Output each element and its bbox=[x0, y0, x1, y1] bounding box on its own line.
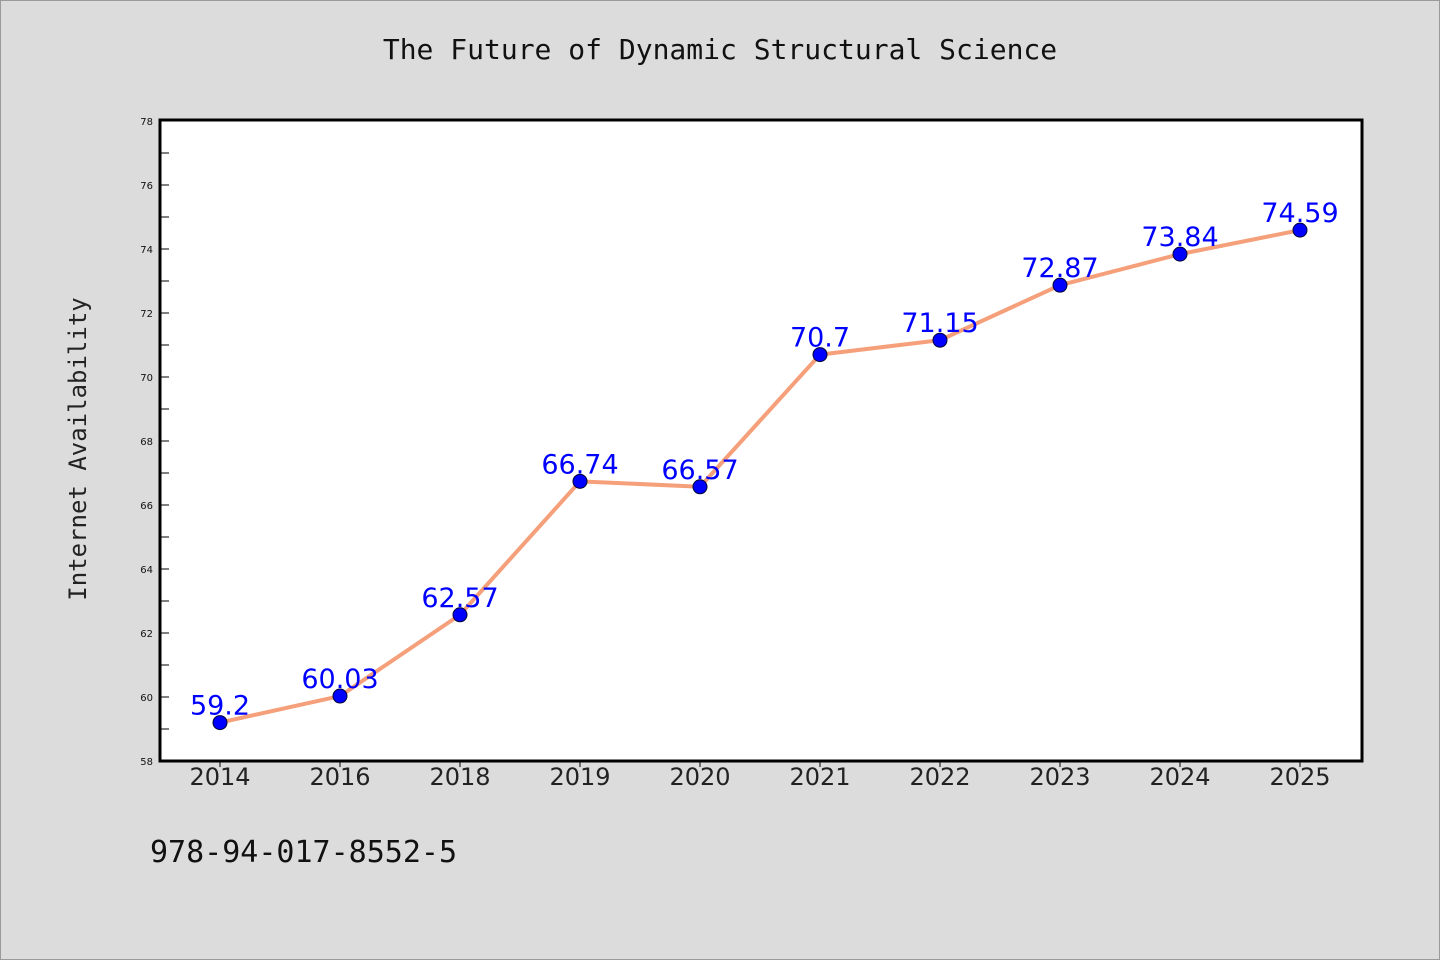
y-tick-label: 72 bbox=[140, 309, 153, 320]
data-point-marker bbox=[1052, 277, 1068, 293]
data-label: 60.03 bbox=[301, 664, 378, 695]
footer-isbn-text: 978-94-017-8552-5 bbox=[150, 835, 458, 870]
data-point-marker bbox=[452, 607, 468, 623]
x-tick-label: 2014 bbox=[189, 763, 250, 791]
x-tick-label: 2019 bbox=[549, 763, 610, 791]
y-tick-label: 78 bbox=[140, 117, 153, 128]
x-tick-label: 2022 bbox=[909, 763, 970, 791]
x-axis: 2014 2016 2018 2019 2020 2021 2022 2023 2024 2025 bbox=[189, 761, 1331, 791]
data-label: 71.15 bbox=[901, 308, 978, 339]
x-tick-label: 2025 bbox=[1269, 763, 1330, 791]
data-point-marker bbox=[332, 688, 348, 704]
x-tick-label: 2016 bbox=[309, 763, 370, 791]
y-tick-label: 66 bbox=[140, 501, 153, 512]
y-tick-label: 62 bbox=[140, 629, 153, 640]
data-label: 70.7 bbox=[790, 323, 850, 354]
x-tick-label: 2024 bbox=[1149, 763, 1210, 791]
data-label-layer: 59.2 60.03 62.57 66.74 66.57 70.7 71.15 72.87 73… bbox=[190, 198, 1339, 721]
y-tick-label: 64 bbox=[140, 565, 153, 576]
y-tick-label: 70 bbox=[140, 373, 153, 384]
data-point-marker bbox=[932, 332, 948, 348]
y-tick-label: 74 bbox=[140, 245, 153, 256]
data-point-marker bbox=[1292, 222, 1308, 238]
y-tick-label: 58 bbox=[140, 757, 153, 768]
data-point-marker bbox=[212, 715, 228, 731]
y-tick-label: 68 bbox=[140, 437, 153, 448]
data-point-marker bbox=[572, 473, 588, 489]
chart-title: The Future of Dynamic Structural Science bbox=[382, 33, 1058, 66]
data-point-marker bbox=[692, 479, 708, 495]
data-label: 72.87 bbox=[1021, 253, 1098, 284]
x-tick-label: 2021 bbox=[789, 763, 850, 791]
data-label: 73.84 bbox=[1141, 222, 1218, 253]
series-layer bbox=[212, 222, 1308, 731]
data-label: 59.2 bbox=[190, 691, 250, 722]
x-tick-label: 2023 bbox=[1029, 763, 1090, 791]
x-tick-label: 2018 bbox=[429, 763, 490, 791]
data-point-marker bbox=[812, 347, 828, 363]
y-axis: 58 60 62 64 66 68 70 72 74 76 78 bbox=[140, 117, 169, 768]
data-label: 62.57 bbox=[421, 583, 498, 614]
data-label: 66.74 bbox=[541, 449, 618, 480]
plot-area bbox=[158, 118, 1364, 763]
data-label: 66.57 bbox=[661, 455, 738, 486]
series-line bbox=[219, 228, 1301, 725]
x-tick-label: 2020 bbox=[669, 763, 730, 791]
data-point-marker bbox=[1172, 246, 1188, 262]
y-tick-label: 76 bbox=[140, 181, 153, 192]
data-label: 74.59 bbox=[1261, 198, 1338, 229]
y-tick-label: 60 bbox=[140, 693, 153, 704]
